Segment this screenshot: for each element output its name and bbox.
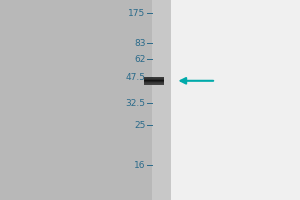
Bar — [144, 78, 164, 79]
FancyArrowPatch shape — [181, 78, 213, 84]
Bar — [152, 0, 300, 200]
Text: 62: 62 — [134, 54, 146, 64]
Text: 83: 83 — [134, 38, 146, 47]
Text: 175: 175 — [128, 8, 146, 18]
Text: 16: 16 — [134, 160, 146, 170]
Bar — [152, 0, 171, 200]
Text: 47.5: 47.5 — [125, 72, 146, 82]
Bar — [144, 77, 164, 78]
Bar — [144, 84, 164, 85]
Bar — [144, 79, 164, 80]
Text: 32.5: 32.5 — [125, 98, 146, 108]
Bar — [144, 81, 164, 82]
Bar — [144, 83, 164, 84]
Text: 25: 25 — [134, 120, 146, 130]
Bar — [144, 77, 164, 85]
Bar — [0, 0, 152, 200]
Bar — [144, 80, 164, 81]
Bar — [144, 82, 164, 83]
